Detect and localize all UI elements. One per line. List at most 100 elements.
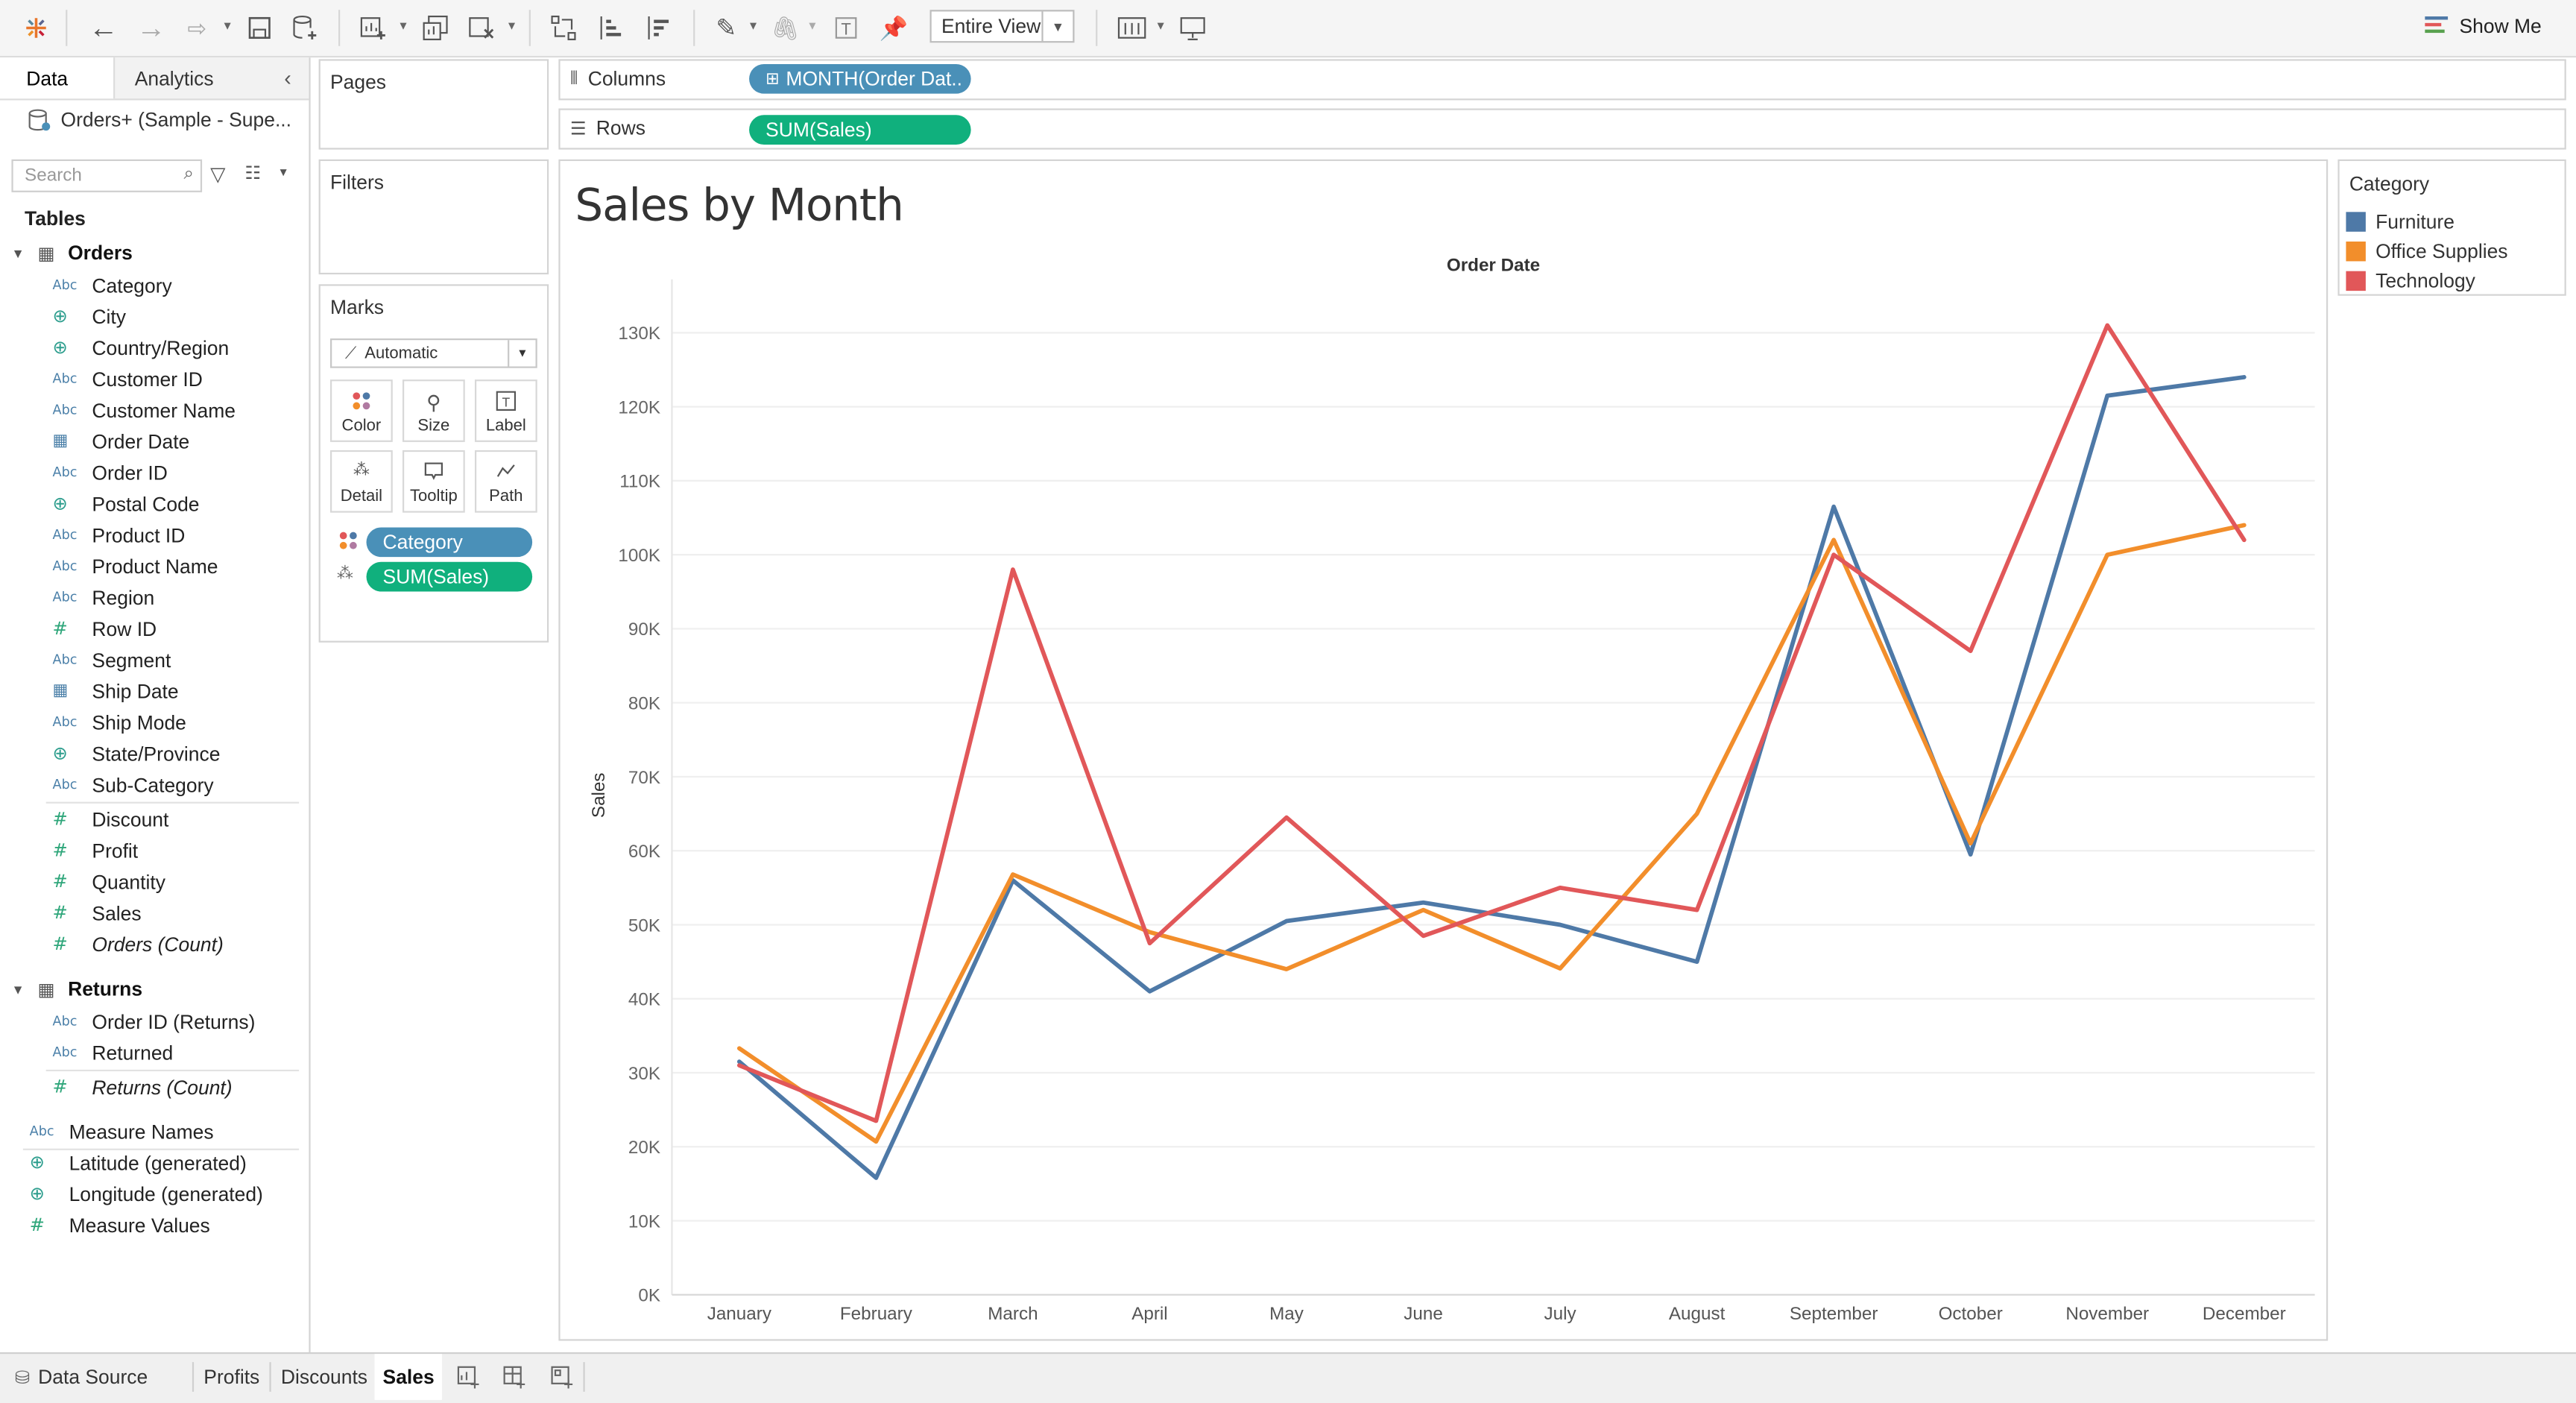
show-cards-dropdown-icon[interactable]: ▼ [1155, 21, 1167, 34]
field-item[interactable]: Abc Customer ID [53, 363, 203, 394]
clear-dropdown-icon[interactable]: ▼ [505, 21, 518, 34]
new-worksheet-dropdown-icon[interactable]: ▼ [397, 21, 409, 34]
marks-pill-sales[interactable]: SUM(Sales) [366, 561, 533, 592]
field-item[interactable]: Abc Order ID [53, 457, 168, 488]
show-me-button[interactable]: Show Me [2425, 15, 2542, 38]
marks-pill-category[interactable]: Category [366, 527, 533, 558]
line-chart[interactable]: Order Date Sales 0K 10K 20K 30K 40K 50K 60K 70K 80… [561, 161, 2326, 1339]
pages-card[interactable]: Pages [318, 59, 549, 150]
group-dropdown-icon[interactable]: ▼ [806, 21, 818, 34]
group-icon[interactable]: 🖇 [770, 13, 801, 40]
field-item[interactable]: ⊕ Postal Code [53, 488, 200, 520]
field-item[interactable]: # Orders (Count) [53, 928, 224, 959]
marks-detail-button[interactable]: ⁂ Detail [330, 450, 393, 513]
field-item[interactable]: # Returns (Count) [53, 1071, 233, 1103]
field-item[interactable]: Abc Order ID (Returns) [53, 1006, 256, 1037]
tab-data[interactable]: Data [0, 57, 116, 99]
columns-shelf[interactable]: ⦀ Columns ⊞ MONTH(Order Dat.. [558, 59, 2566, 101]
new-worksheet-icon[interactable] [356, 11, 389, 44]
filter-fields-icon[interactable]: ▽ [210, 163, 226, 186]
datasource-item[interactable]: Orders+ (Sample - Supe... [28, 108, 291, 131]
highlight-icon[interactable]: ✎ [716, 14, 737, 43]
tab-discounts[interactable]: Discounts [273, 1354, 376, 1400]
save-icon[interactable] [243, 11, 276, 44]
swap-rows-columns-icon[interactable] [547, 11, 580, 44]
field-item[interactable]: ⊕ City [53, 300, 126, 332]
search-input[interactable]: Search ⌕ [11, 159, 203, 192]
field-item[interactable]: # Profit [53, 835, 139, 866]
marks-size-button[interactable]: ⚲ Size [402, 379, 465, 442]
field-item[interactable]: Abc Product Name [53, 550, 218, 581]
marks-path-button[interactable]: Path [474, 450, 537, 513]
columns-pill[interactable]: ⊞ MONTH(Order Dat.. [749, 63, 971, 94]
tab-data-source[interactable]: ⛁ Data Source [7, 1354, 156, 1400]
field-item[interactable]: # Row ID [53, 613, 157, 644]
view-options-dropdown-icon[interactable]: ▼ [277, 167, 289, 180]
new-datasource-icon[interactable] [289, 11, 322, 44]
field-item[interactable]: ⊕ State/Province [53, 738, 221, 769]
legend-item-furniture[interactable]: Furniture [2346, 207, 2557, 235]
sort-descending-icon[interactable] [643, 11, 675, 44]
sort-ascending-icon[interactable] [595, 11, 628, 44]
fix-axes-icon[interactable]: 📌 [879, 13, 909, 40]
legend-item-technology[interactable]: Technology [2346, 266, 2557, 294]
tab-profits[interactable]: Profits [195, 1354, 268, 1400]
y-tick-label: 120K [618, 397, 660, 417]
new-story-tab-icon[interactable] [542, 1354, 581, 1400]
rows-pill[interactable]: SUM(Sales) [749, 115, 971, 145]
field-item[interactable]: # Measure Values [30, 1209, 210, 1240]
field-item[interactable]: Abc Product ID [53, 519, 186, 550]
view-options-icon[interactable]: ☷ [244, 164, 262, 184]
field-label: Quantity [92, 870, 165, 893]
fit-select-label: Entire View [941, 14, 1041, 38]
tab-analytics[interactable]: Analytics [135, 57, 214, 98]
mark-type-select[interactable]: ⟋ Automatic ▼ [330, 338, 537, 368]
table-orders[interactable]: ▼ ▦ Orders [11, 242, 132, 265]
new-dashboard-tab-icon[interactable] [494, 1354, 534, 1400]
viz-view[interactable]: Sales by Month Order Date Sales 0K 10K 20K 30… [558, 159, 2329, 1341]
highlight-dropdown-icon[interactable]: ▼ [747, 21, 760, 34]
show-labels-icon[interactable]: T [830, 11, 862, 44]
field-item[interactable]: # Quantity [53, 866, 165, 898]
field-item[interactable]: ▦ Ship Date [53, 675, 179, 707]
field-item[interactable]: Abc Segment [53, 644, 171, 675]
collapse-pane-icon[interactable]: ‹ [284, 66, 291, 91]
field-item[interactable]: ▦ Order Date [53, 426, 190, 457]
field-item[interactable]: Abc Returned [53, 1037, 174, 1068]
string-type-icon: Abc [52, 558, 78, 574]
duplicate-icon[interactable] [419, 11, 452, 44]
new-worksheet-tab-icon[interactable] [449, 1354, 488, 1400]
replay-icon[interactable]: ⇨ [187, 13, 207, 40]
filters-card[interactable]: Filters [318, 159, 549, 275]
legend-item-office-supplies[interactable]: Office Supplies [2346, 236, 2557, 264]
marks-tooltip-button[interactable]: Tooltip [402, 450, 465, 513]
tableau-logo-icon[interactable] [19, 11, 52, 44]
field-item[interactable]: Abc Measure Names [30, 1116, 214, 1147]
replay-dropdown-icon[interactable]: ▼ [221, 21, 233, 34]
presentation-mode-icon[interactable] [1176, 11, 1209, 44]
rows-shelf[interactable]: ☰ Rows SUM(Sales) [558, 108, 2566, 150]
undo-icon[interactable]: ← [89, 10, 119, 44]
tab-sales[interactable]: Sales [374, 1354, 443, 1400]
redo-icon[interactable]: → [136, 10, 166, 44]
marks-color-button[interactable]: Color [330, 379, 393, 442]
field-item[interactable]: ⊕ Longitude (generated) [30, 1178, 263, 1209]
field-item[interactable]: ⊕ Country/Region [53, 332, 230, 363]
field-label: Order Date [92, 429, 190, 453]
tab-data-source-label: Data Source [38, 1365, 148, 1389]
field-item[interactable]: # Sales [53, 897, 142, 928]
show-cards-icon[interactable] [1116, 11, 1149, 44]
field-item[interactable]: Abc Sub-Category [53, 769, 214, 801]
fit-select[interactable]: Entire View ▼ [929, 10, 1075, 43]
field-item[interactable]: ⊕ Latitude (generated) [30, 1147, 247, 1178]
clear-sheet-icon[interactable] [465, 11, 498, 44]
rows-icon: ☰ [569, 119, 587, 139]
field-item[interactable]: Abc Category [53, 269, 172, 300]
field-item[interactable]: Abc Region [53, 581, 155, 613]
field-item[interactable]: Abc Customer Name [53, 394, 236, 426]
field-item[interactable]: # Discount [53, 804, 169, 835]
table-returns[interactable]: ▼ ▦ Returns [11, 977, 142, 1000]
field-item[interactable]: Abc Ship Mode [53, 707, 186, 738]
marks-label-button[interactable]: T Label [474, 379, 537, 442]
